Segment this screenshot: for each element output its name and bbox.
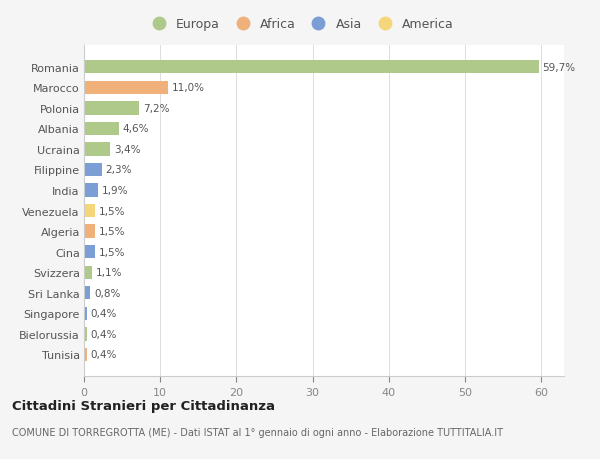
Text: 3,4%: 3,4%	[114, 145, 140, 155]
Text: 7,2%: 7,2%	[143, 104, 169, 113]
Bar	[84, 81, 168, 95]
Bar	[84, 307, 87, 320]
Text: 0,4%: 0,4%	[91, 350, 117, 360]
Bar	[84, 266, 92, 280]
Text: Cittadini Stranieri per Cittadinanza: Cittadini Stranieri per Cittadinanza	[12, 399, 275, 412]
Text: 59,7%: 59,7%	[542, 62, 576, 73]
Bar	[84, 61, 539, 74]
Bar	[84, 204, 95, 218]
Text: 1,1%: 1,1%	[96, 268, 122, 278]
Text: COMUNE DI TORREGROTTA (ME) - Dati ISTAT al 1° gennaio di ogni anno - Elaborazion: COMUNE DI TORREGROTTA (ME) - Dati ISTAT …	[12, 427, 503, 437]
Text: 1,5%: 1,5%	[99, 227, 126, 237]
Bar	[84, 184, 98, 197]
Bar	[84, 348, 87, 361]
Text: 4,6%: 4,6%	[123, 124, 149, 134]
Bar	[84, 328, 87, 341]
Text: 2,3%: 2,3%	[106, 165, 132, 175]
Text: 1,5%: 1,5%	[99, 247, 126, 257]
Bar	[84, 246, 95, 259]
Text: 1,5%: 1,5%	[99, 206, 126, 216]
Bar	[84, 143, 110, 156]
Text: 0,4%: 0,4%	[91, 309, 117, 319]
Legend: Europa, Africa, Asia, America: Europa, Africa, Asia, America	[141, 13, 459, 36]
Bar	[84, 286, 90, 300]
Text: 1,9%: 1,9%	[102, 185, 129, 196]
Text: 11,0%: 11,0%	[172, 83, 205, 93]
Bar	[84, 163, 101, 177]
Text: 0,8%: 0,8%	[94, 288, 120, 298]
Bar	[84, 123, 119, 136]
Bar	[84, 225, 95, 238]
Bar	[84, 102, 139, 115]
Text: 0,4%: 0,4%	[91, 329, 117, 339]
